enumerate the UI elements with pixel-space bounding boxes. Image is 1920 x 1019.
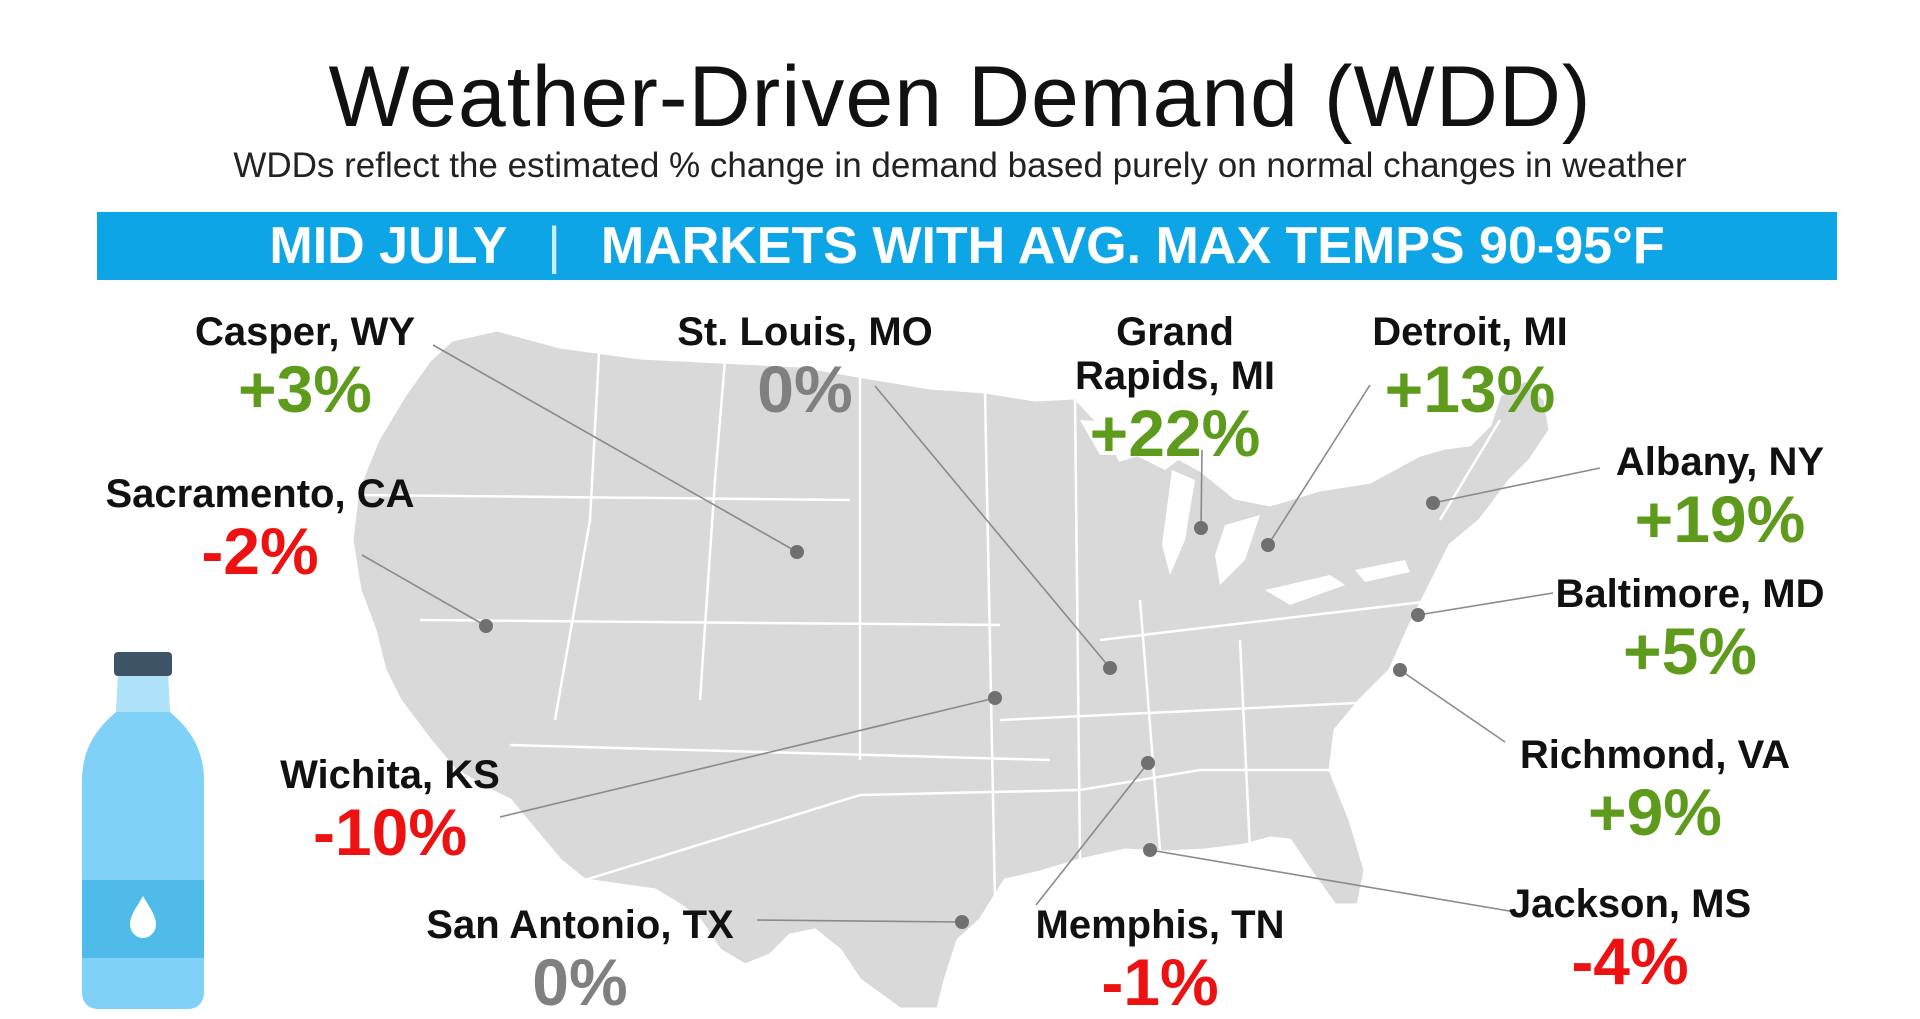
market-change: +3% <box>238 352 372 426</box>
market-st-louis: St. Louis, MO 0% <box>660 310 950 424</box>
state-borders <box>359 334 1502 901</box>
market-change: +19% <box>1634 482 1806 556</box>
market-sacramento: Sacramento, CA -2% <box>80 472 440 586</box>
page-subtitle: WDDs reflect the estimated % change in d… <box>233 146 1687 185</box>
great-lakes <box>1080 420 1410 605</box>
market-wichita: Wichita, KS -10% <box>260 753 520 867</box>
market-jackson: Jackson, MS -4% <box>1500 882 1760 996</box>
market-city: San Antonio, TX <box>426 903 734 947</box>
leader-lines <box>361 344 1601 923</box>
market-change: -1% <box>1101 945 1219 1019</box>
market-dots <box>479 496 1440 929</box>
dot-albany <box>1426 496 1440 510</box>
page-title: Weather-Driven Demand (WDD) <box>328 49 1592 145</box>
market-city: Wichita, KS <box>280 753 500 797</box>
dot-wichita <box>988 691 1002 705</box>
market-change: +13% <box>1384 352 1556 426</box>
dot-san-antonio <box>955 915 969 929</box>
banner-period: MID JULY <box>269 217 508 275</box>
market-city: Albany, NY <box>1615 440 1825 484</box>
market-change: 0% <box>532 945 628 1019</box>
water-drop-icon <box>130 896 156 938</box>
market-san-antonio: San Antonio, TX 0% <box>410 903 750 1017</box>
market-change: 0% <box>757 352 853 426</box>
market-change: -10% <box>312 795 468 869</box>
dot-st-louis <box>1103 661 1117 675</box>
dot-detroit <box>1261 538 1275 552</box>
market-casper: Casper, WY +3% <box>175 310 435 424</box>
market-city: St. Louis, MO <box>677 310 933 354</box>
market-city: Detroit, MI <box>1372 310 1568 354</box>
market-grand-rapids: Grand Rapids, MI +22% <box>1055 310 1295 468</box>
dot-memphis <box>1141 756 1155 770</box>
market-city: Baltimore, MD <box>1555 572 1825 616</box>
market-city: Memphis, TN <box>1035 903 1285 947</box>
market-albany: Albany, NY +19% <box>1590 440 1850 554</box>
market-richmond: Richmond, VA +9% <box>1505 733 1805 847</box>
market-change: -2% <box>201 514 319 588</box>
banner-criteria: MARKETS WITH AVG. MAX TEMPS 90-95°F <box>600 217 1665 275</box>
market-city: Jackson, MS <box>1508 882 1752 926</box>
market-change: -4% <box>1571 924 1689 998</box>
market-city: Richmond, VA <box>1519 733 1791 777</box>
market-city: Grand Rapids, MI <box>1074 310 1276 398</box>
period-banner: MID JULY | MARKETS WITH AVG. MAX TEMPS 9… <box>97 212 1837 280</box>
dot-grand-rapids <box>1194 521 1208 535</box>
market-change: +5% <box>1623 614 1757 688</box>
banner-separator: | <box>547 217 561 275</box>
market-change: +9% <box>1588 775 1722 849</box>
market-city: Casper, WY <box>194 310 416 354</box>
dot-baltimore <box>1411 608 1425 622</box>
dot-sacramento <box>479 619 493 633</box>
market-city: Sacramento, CA <box>105 472 415 516</box>
market-change: +22% <box>1089 396 1261 470</box>
market-detroit: Detroit, MI +13% <box>1350 310 1590 424</box>
market-baltimore: Baltimore, MD +5% <box>1540 572 1840 686</box>
dot-jackson <box>1143 843 1157 857</box>
market-memphis: Memphis, TN -1% <box>1020 903 1300 1017</box>
water-bottle-icon <box>82 652 204 1009</box>
dot-casper <box>790 545 804 559</box>
dot-richmond <box>1393 663 1407 677</box>
